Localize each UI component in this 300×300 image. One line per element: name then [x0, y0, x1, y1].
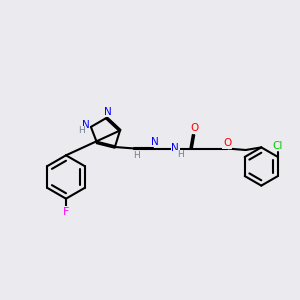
Text: H: H	[78, 126, 85, 135]
Text: H: H	[177, 150, 183, 159]
Text: N: N	[151, 137, 158, 147]
Text: N: N	[171, 143, 179, 153]
Text: Cl: Cl	[273, 141, 283, 151]
Text: O: O	[223, 138, 231, 148]
Text: N: N	[104, 106, 112, 116]
Text: N: N	[82, 119, 89, 130]
Text: N: N	[104, 107, 112, 117]
Text: O: O	[190, 123, 198, 134]
Text: F: F	[63, 207, 69, 217]
Text: H: H	[134, 152, 140, 160]
